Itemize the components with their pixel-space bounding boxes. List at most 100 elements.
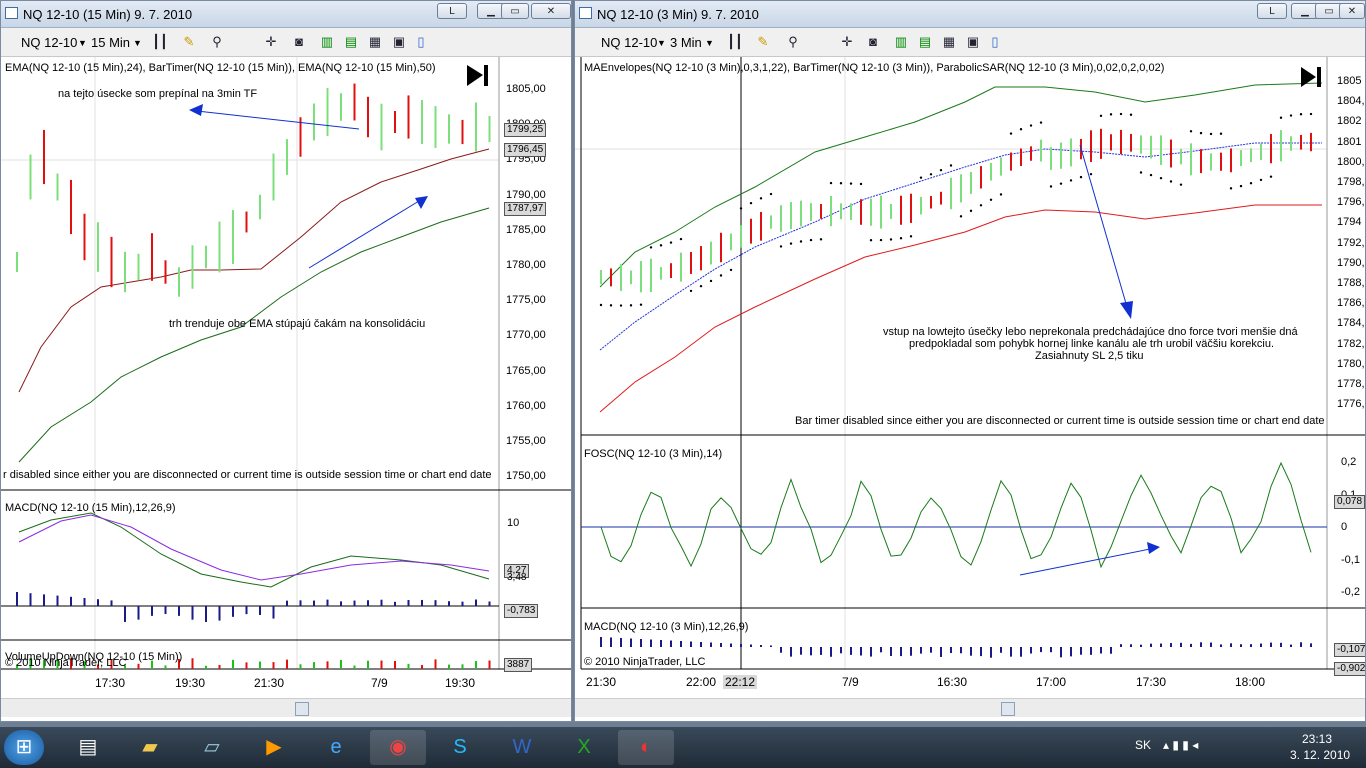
internet-explorer-icon[interactable]: e xyxy=(330,736,342,758)
notepad-icon[interactable]: ▱ xyxy=(204,736,220,758)
bar-type-icon[interactable]: ┃┃ xyxy=(152,34,168,49)
magnify-icon[interactable]: ◙ xyxy=(295,34,303,49)
sar-dot xyxy=(979,204,983,207)
dropdown-arrow-icon[interactable]: ▼ xyxy=(657,38,666,48)
bar-type-icon[interactable]: ┃┃ xyxy=(727,34,743,49)
chrome-icon[interactable]: ◉ xyxy=(370,730,426,765)
sar-dot xyxy=(1279,116,1283,119)
sar-dot xyxy=(1189,130,1193,133)
instrument-selector[interactable]: NQ 12-10 xyxy=(21,35,78,50)
macd-line xyxy=(18,512,490,588)
pencil-icon[interactable]: ✎ xyxy=(183,34,195,49)
print-icon[interactable]: ▯ xyxy=(417,34,425,49)
pencil-icon[interactable]: ✎ xyxy=(757,34,769,49)
time-label: 22:00 xyxy=(686,675,717,689)
print-icon[interactable]: ▯ xyxy=(991,34,999,49)
sar-dot xyxy=(1309,112,1313,116)
clock-time[interactable]: 23:13 xyxy=(1302,732,1333,746)
sar-dot xyxy=(1099,114,1103,118)
horizontal-scrollbar[interactable] xyxy=(1,698,571,717)
interval-selector[interactable]: 3 Min xyxy=(670,35,702,50)
sar-dot xyxy=(779,245,783,248)
price-tag-last: 1799,25 xyxy=(504,123,547,137)
scroll-thumb[interactable] xyxy=(1001,702,1015,716)
close-icon[interactable]: ✕ xyxy=(531,3,571,19)
media-player-icon[interactable]: ▶ xyxy=(266,736,282,758)
fosc-line xyxy=(600,461,1312,569)
time-label: 19:30 xyxy=(445,676,476,690)
ninjatrader-icon[interactable]: ◐ xyxy=(618,730,674,765)
properties-icon[interactable]: ▣ xyxy=(392,34,406,49)
left-titlebar[interactable]: NQ 12-10 (15 Min) 9. 7. 2010 L ▁ ▭ ✕ xyxy=(1,1,571,28)
time-label: 7/9 xyxy=(842,675,859,689)
right-toolbar: NQ 12-10 ▼ 3 Min ▼ ┃┃ ✎ ⚲ ✛ ◙ ▥ ▤ ▦ ▣ ▯ xyxy=(575,28,1365,57)
sar-dot xyxy=(949,164,953,167)
right-chart-area[interactable] xyxy=(575,57,1366,697)
close-icon[interactable]: ✕ xyxy=(1339,3,1365,19)
horizontal-scrollbar[interactable] xyxy=(575,698,1365,717)
magnify-icon[interactable]: ◙ xyxy=(869,34,877,49)
file-folder-icon[interactable]: ▰ xyxy=(142,736,158,758)
arrow-head xyxy=(415,196,428,209)
link-button[interactable]: L xyxy=(437,3,467,19)
maximize-icon[interactable]: ▭ xyxy=(1315,3,1343,19)
volume-panel-label: VolumeUpDown(NQ 12-10 (15 Min)) xyxy=(5,651,183,663)
excel-icon[interactable]: X xyxy=(577,736,591,758)
price-axis-label: 1800, xyxy=(1337,155,1365,168)
sar-dot xyxy=(639,303,643,306)
skype-icon[interactable]: S xyxy=(453,736,467,758)
strategies-icon[interactable]: ▤ xyxy=(918,34,932,49)
link-button[interactable]: L xyxy=(1257,3,1287,19)
play-end-icon[interactable] xyxy=(467,65,483,86)
sar-dot xyxy=(599,303,603,307)
data-box-icon[interactable]: ▦ xyxy=(942,34,956,49)
play-end-icon[interactable] xyxy=(1301,67,1316,87)
sar-dot xyxy=(1179,183,1183,186)
interval-selector[interactable]: 15 Min xyxy=(91,35,131,50)
indicators-icon[interactable]: ▥ xyxy=(320,34,334,49)
sar-dot xyxy=(669,241,673,244)
word-icon[interactable]: W xyxy=(512,736,532,758)
arrow-head xyxy=(189,104,203,116)
zoom-icon[interactable]: ⚲ xyxy=(788,34,798,49)
sar-dot xyxy=(1029,124,1033,127)
price-axis-label: 1775,00 xyxy=(506,294,546,307)
sar-dot xyxy=(1129,113,1133,116)
indicators-icon[interactable]: ▥ xyxy=(894,34,908,49)
left-chart-area[interactable] xyxy=(1,57,572,697)
sar-dot xyxy=(859,182,863,186)
crosshair-icon[interactable]: ✛ xyxy=(265,34,277,49)
strategies-icon[interactable]: ▤ xyxy=(344,34,358,49)
data-box-icon[interactable]: ▦ xyxy=(368,34,382,49)
windows-explorer-icon[interactable]: ▤ xyxy=(78,736,98,758)
right-titlebar[interactable]: NQ 12-10 (3 Min) 9. 7. 2010 L ▁ ▭ ✕ xyxy=(575,1,1365,28)
sar-dot xyxy=(1019,128,1023,131)
crosshair-icon[interactable]: ✛ xyxy=(841,34,853,49)
annotation-switch-tf: na tejto úsecke som prepínal na 3min TF xyxy=(58,88,258,100)
sar-dot xyxy=(1169,180,1173,183)
properties-icon[interactable]: ▣ xyxy=(966,34,980,49)
sar-dot xyxy=(889,238,893,241)
price-tag-ema24: 1796,45 xyxy=(504,143,547,157)
right-chart-window: NQ 12-10 (3 Min) 9. 7. 2010 L ▁ ▭ ✕ NQ 1… xyxy=(574,0,1366,722)
zoom-icon[interactable]: ⚲ xyxy=(212,34,222,49)
tray-icons[interactable]: ▴ ▮ ▮ ◂ xyxy=(1163,738,1199,752)
clock-date[interactable]: 3. 12. 2010 xyxy=(1290,748,1351,762)
start-orb[interactable]: ⊞ xyxy=(4,730,44,765)
price-axis-label: 1785,00 xyxy=(506,223,546,236)
scroll-thumb[interactable] xyxy=(295,702,309,716)
arrow-head xyxy=(1120,301,1133,319)
left-chart-window: NQ 12-10 (15 Min) 9. 7. 2010 L ▁ ▭ ✕ NQ … xyxy=(0,0,572,722)
dropdown-arrow-icon[interactable]: ▼ xyxy=(705,38,714,48)
dropdown-arrow-icon[interactable]: ▼ xyxy=(78,38,87,48)
time-label: 16:30 xyxy=(937,675,968,689)
bartimer-message: r disabled since either you are disconne… xyxy=(3,469,492,481)
fosc-axis-label: 0 xyxy=(1341,521,1348,533)
language-indicator[interactable]: SK xyxy=(1135,738,1152,752)
instrument-selector[interactable]: NQ 12-10 xyxy=(601,35,658,50)
dropdown-arrow-icon[interactable]: ▼ xyxy=(133,38,142,48)
sar-dot xyxy=(1139,171,1143,174)
price-axis-label: 1784,00 xyxy=(1337,317,1365,330)
price-axis-label: 1805,00 xyxy=(506,83,546,95)
maximize-icon[interactable]: ▭ xyxy=(501,3,529,19)
